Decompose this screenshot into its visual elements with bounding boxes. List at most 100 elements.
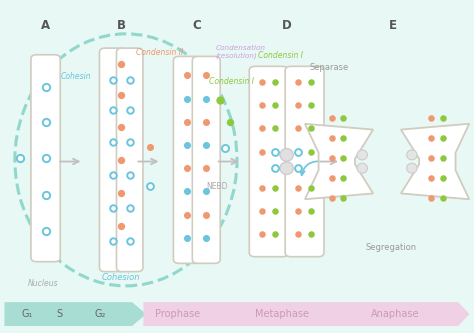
Point <box>308 103 315 108</box>
Text: Condensin I: Condensin I <box>258 51 303 60</box>
Point <box>427 156 435 161</box>
Point <box>328 195 335 201</box>
Point <box>439 156 447 161</box>
Point <box>271 103 279 108</box>
Point <box>221 146 229 151</box>
Point <box>295 149 302 154</box>
Point <box>439 136 447 141</box>
Point <box>439 116 447 121</box>
Text: B: B <box>117 19 126 32</box>
Text: Condensin I: Condensin I <box>209 78 254 87</box>
PathPatch shape <box>401 124 469 199</box>
Point <box>308 232 315 237</box>
Text: E: E <box>389 19 397 32</box>
Point <box>118 157 125 163</box>
Point <box>328 156 335 161</box>
Point <box>183 119 191 125</box>
Point <box>126 205 134 210</box>
Point <box>271 208 279 214</box>
Point <box>339 156 347 161</box>
Point <box>258 126 266 131</box>
Text: Anaphase: Anaphase <box>371 309 419 319</box>
Point <box>295 208 302 214</box>
Point <box>42 228 49 234</box>
Text: Cohesin: Cohesin <box>61 73 91 82</box>
Text: Condensation
(resolution): Condensation (resolution) <box>216 45 266 59</box>
Text: G₂: G₂ <box>94 309 106 319</box>
Point <box>339 136 347 141</box>
Point <box>271 166 279 171</box>
Point <box>16 156 23 161</box>
Point <box>126 172 134 177</box>
Point <box>202 189 210 194</box>
Point <box>202 119 210 125</box>
Point <box>202 142 210 148</box>
FancyBboxPatch shape <box>117 48 143 272</box>
Text: S: S <box>57 309 63 319</box>
Point <box>271 79 279 85</box>
Point <box>183 189 191 194</box>
Point <box>271 232 279 237</box>
Ellipse shape <box>280 149 293 161</box>
Point <box>271 185 279 191</box>
Text: Nucleus: Nucleus <box>28 279 59 288</box>
Point <box>328 136 335 141</box>
Point <box>427 116 435 121</box>
Point <box>295 126 302 131</box>
Point <box>295 166 302 171</box>
Point <box>308 79 315 85</box>
Text: Cohesion: Cohesion <box>102 273 140 282</box>
Point <box>183 96 191 101</box>
Point <box>146 184 154 189</box>
Point <box>328 175 335 181</box>
FancyBboxPatch shape <box>173 56 201 263</box>
Text: Prophase: Prophase <box>155 309 201 319</box>
Point <box>42 192 49 197</box>
Text: A: A <box>41 19 50 32</box>
Point <box>295 232 302 237</box>
Point <box>271 126 279 131</box>
Point <box>258 149 266 154</box>
Point <box>295 79 302 85</box>
Point <box>126 78 134 83</box>
Point <box>308 149 315 154</box>
Point <box>427 136 435 141</box>
Point <box>295 149 302 154</box>
Point <box>202 166 210 171</box>
Point <box>146 144 154 149</box>
Point <box>295 103 302 108</box>
Point <box>118 124 125 130</box>
Point <box>109 172 117 177</box>
Point <box>258 79 266 85</box>
Point <box>202 96 210 101</box>
Ellipse shape <box>357 150 367 160</box>
Point <box>109 139 117 144</box>
FancyBboxPatch shape <box>249 66 288 257</box>
Text: Condensin II: Condensin II <box>137 48 183 57</box>
Point <box>183 142 191 148</box>
FancyBboxPatch shape <box>192 56 220 263</box>
FancyBboxPatch shape <box>285 66 324 257</box>
Point <box>226 119 234 125</box>
Point <box>258 103 266 108</box>
Point <box>118 93 125 98</box>
Point <box>183 235 191 240</box>
Point <box>126 108 134 113</box>
Text: NEBD: NEBD <box>206 182 228 191</box>
Point <box>42 119 49 125</box>
Ellipse shape <box>407 163 417 173</box>
PathPatch shape <box>4 302 146 326</box>
Point <box>271 149 279 154</box>
Point <box>271 149 279 154</box>
Point <box>118 190 125 196</box>
Point <box>109 238 117 244</box>
FancyBboxPatch shape <box>100 48 126 272</box>
Point <box>183 212 191 217</box>
Point <box>126 238 134 244</box>
Point <box>183 166 191 171</box>
Point <box>118 61 125 66</box>
Point <box>42 156 49 161</box>
Point <box>109 78 117 83</box>
FancyBboxPatch shape <box>31 55 60 262</box>
Ellipse shape <box>357 163 367 173</box>
